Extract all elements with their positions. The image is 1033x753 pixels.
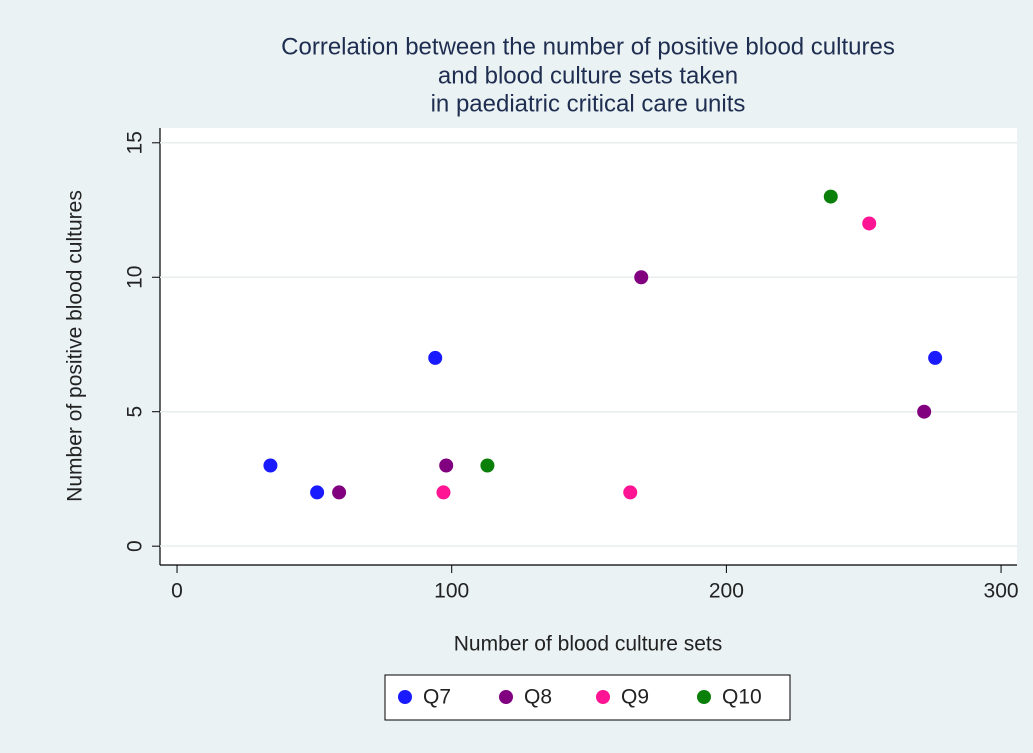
data-point [439, 458, 454, 473]
y-tick-label: 5 [124, 406, 147, 418]
legend-label: Q7 [423, 686, 451, 709]
x-axis-label: Number of blood culture sets [454, 633, 722, 656]
data-point [862, 216, 877, 231]
data-point [823, 189, 838, 204]
legend-label: Q8 [524, 686, 552, 709]
data-point [480, 458, 495, 473]
legend-box [384, 674, 791, 721]
x-tick-label: 200 [709, 580, 744, 603]
legend-marker [697, 690, 711, 704]
legend-marker [596, 690, 610, 704]
x-tick-label: 100 [434, 580, 469, 603]
legend-marker [499, 690, 513, 704]
data-point [917, 404, 932, 419]
chart-title: and blood culture sets taken [438, 62, 738, 89]
y-tick-label: 0 [124, 540, 147, 552]
data-point [928, 350, 943, 365]
data-point [634, 270, 649, 285]
y-tick-label: 10 [124, 266, 147, 289]
x-tick-label: 300 [984, 580, 1019, 603]
x-tick-label: 0 [171, 580, 183, 603]
data-point [436, 485, 451, 500]
data-point [310, 485, 325, 500]
data-point [623, 485, 638, 500]
data-point [332, 485, 347, 500]
legend-label: Q9 [621, 686, 649, 709]
plot-area [160, 128, 1017, 565]
y-tick-label: 15 [124, 131, 147, 154]
chart-title: in paediatric critical care units [431, 90, 746, 117]
data-point [263, 458, 278, 473]
legend-marker [398, 690, 412, 704]
chart-title: Correlation between the number of positi… [281, 33, 895, 60]
y-axis-label: Number of positive blood cultures [64, 190, 87, 502]
data-point [428, 350, 443, 365]
legend-label: Q10 [722, 686, 762, 709]
